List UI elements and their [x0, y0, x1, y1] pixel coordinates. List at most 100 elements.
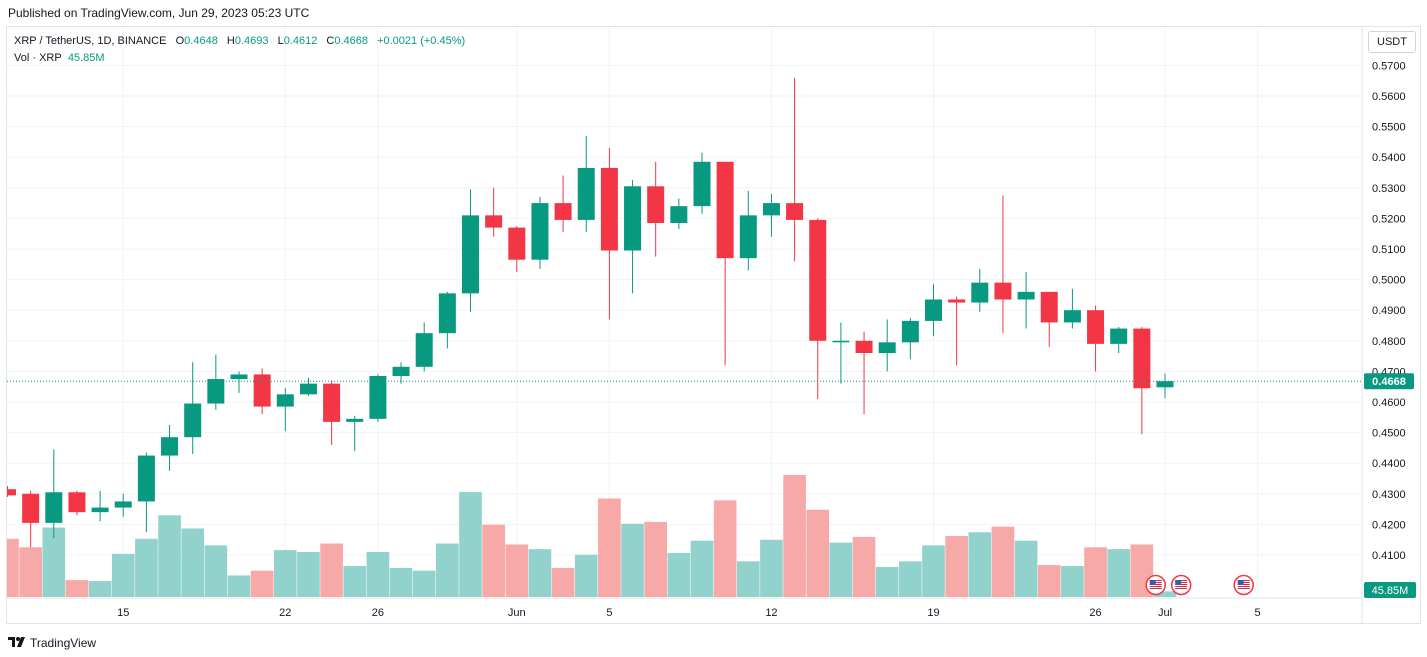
volume-bar [574, 554, 598, 597]
volume-bar [135, 538, 158, 597]
volume-bar [875, 566, 899, 597]
candle [230, 371, 248, 393]
candle-body [22, 493, 40, 523]
volume-bar [65, 580, 89, 597]
candle-body [600, 167, 618, 251]
candle-body [554, 203, 572, 220]
last-price-tag [1364, 373, 1414, 390]
x-tick-label: 26 [372, 607, 384, 619]
candle-body [91, 507, 109, 513]
candle [369, 374, 387, 422]
candle-body [901, 320, 919, 343]
x-tick-label: 5 [1255, 607, 1261, 619]
y-tick-label: 0.4400 [1372, 458, 1406, 470]
candle [1063, 288, 1081, 329]
candle [45, 449, 63, 539]
candle [971, 268, 989, 312]
candle-body [855, 340, 873, 354]
candle [438, 291, 456, 349]
candle-body [531, 203, 549, 260]
flag-stripe [1175, 588, 1188, 589]
candle [161, 424, 179, 471]
open-value: 0.4648 [184, 35, 218, 47]
time-axis: 15 22 26 Jun 5 12 19 26 Jul 5 [117, 607, 1261, 619]
y-tick-label: 0.5400 [1372, 152, 1406, 164]
candle-body [693, 161, 711, 207]
high-label: H [226, 35, 235, 47]
symbol-name[interactable]: XRP / TetherUS, 1D, BINANCE [14, 35, 167, 47]
volume-label[interactable]: Vol · XRP [14, 52, 62, 64]
candles [7, 77, 1174, 548]
tradingview-brand[interactable]: TradingView [30, 636, 97, 650]
candle-body [762, 203, 780, 216]
candle-body [369, 375, 387, 419]
candle-body [577, 167, 595, 220]
candle-body [323, 383, 341, 422]
candle [1133, 327, 1151, 435]
flag-canton [1175, 580, 1182, 585]
volume-bar [436, 543, 459, 597]
volume-bar [991, 526, 1015, 597]
volume-bar [1061, 566, 1084, 597]
candle [809, 218, 827, 399]
candle [647, 161, 665, 257]
candle-body [971, 282, 989, 303]
y-tick-label: 0.4800 [1372, 336, 1406, 348]
volume-bar [806, 509, 830, 597]
volume-bar [482, 524, 505, 597]
volume-bar [181, 528, 205, 597]
volume-bar [320, 543, 343, 597]
volume-bar [1084, 547, 1107, 597]
flag-stripe [1237, 586, 1250, 587]
volume-bar [389, 567, 413, 597]
currency-button[interactable]: USDT [1368, 31, 1416, 53]
y-tick-label: 0.4300 [1372, 489, 1406, 501]
candle [276, 388, 294, 432]
y-tick-label: 0.5000 [1372, 275, 1406, 287]
candle-body [809, 219, 827, 341]
candle-body [647, 186, 665, 223]
y-tick-label: 0.4200 [1372, 519, 1406, 531]
candle [739, 190, 757, 271]
x-tick-label: Jul [1158, 607, 1172, 619]
candle-body [624, 186, 642, 251]
candle-body [114, 501, 132, 508]
y-tick-label: 0.4900 [1372, 305, 1406, 317]
price-labels: 0.4668 45.85M [7, 373, 1416, 598]
candle [786, 77, 804, 262]
close-value: 0.4668 [334, 35, 369, 47]
volume-bar [42, 527, 66, 597]
candle [114, 493, 132, 517]
volume-bar [760, 539, 783, 597]
candle-body [739, 215, 757, 259]
candle [392, 362, 410, 384]
y-tick-label: 0.5300 [1372, 183, 1406, 195]
volume-bar [551, 567, 575, 597]
us-flag-icon [1233, 574, 1254, 596]
candle [1017, 271, 1035, 329]
x-tick-label: 26 [1089, 607, 1101, 619]
volume-bar [204, 545, 228, 597]
candle-body [276, 394, 294, 407]
candle [693, 152, 711, 214]
volume-axis-label: 45.85M [1372, 585, 1409, 597]
candle [7, 486, 16, 497]
volume-bar [297, 551, 320, 597]
candle [624, 180, 642, 294]
candle [485, 187, 503, 237]
candle-body [994, 282, 1012, 300]
candle-body [832, 340, 850, 343]
volume-row: Vol · XRP 45.85M [14, 51, 465, 66]
candle [554, 175, 572, 233]
candle [1040, 291, 1058, 347]
x-tick-label: 15 [117, 607, 129, 619]
candle [1110, 327, 1128, 354]
low-value: 0.4612 [283, 35, 318, 47]
candle-body [7, 489, 16, 496]
volume-bar [1014, 540, 1038, 597]
volume-bar [412, 570, 436, 597]
candle-body [184, 403, 202, 438]
volume-bar [7, 538, 19, 597]
volume-value: 45.85M [67, 52, 105, 64]
